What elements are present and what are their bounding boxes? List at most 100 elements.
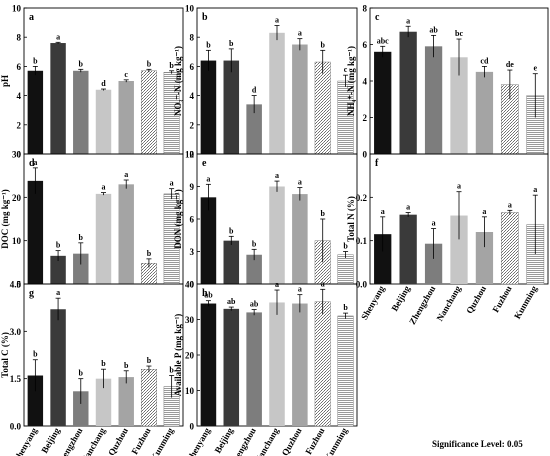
panel-f-sig-letter-6: a [533,185,537,194]
panel-h-sig-letter-1: ab [227,297,236,306]
panel-g-bar-zhengzhou [73,391,89,426]
panel-c-bar-quzhou [475,71,494,154]
panel-a-bar-shenyang [27,70,44,154]
panel-h-bar-beijing [223,308,240,426]
panel-e-ytick-label-0: 0 [190,280,195,290]
panel-f-bar-quzhou [475,232,494,284]
panel-e-sig-letter-3: a [275,171,279,180]
panel-a-bar-fuzhou [141,70,157,155]
panel-a-bar-nanchang [95,89,112,154]
panel-e-sig-letter-6: b [343,242,348,251]
panel-c-ylabel: NH₄⁺-N (mg kg⁻¹) [346,46,356,116]
panel-c-sig-letter-3: bc [455,29,463,38]
panel-c-sig-letter-1: a [406,16,410,25]
panel-h-category-label-1: Beijing [213,426,236,455]
panel-h-sig-letter-5: a [321,279,325,288]
panel-b-bar-quzhou [292,44,308,154]
panel-f-category-label-2: Zhengzhou [407,284,437,326]
panel-h-sig-letter-2: ab [250,300,259,309]
panel-h-ytick-label-2: 20 [185,351,195,361]
panel-a-sig-letter-1: a [56,32,60,41]
panel-f-category-label-4: Quzhou [464,284,488,315]
panel-h-ylabel: Available P (mg kg⁻¹) [173,314,183,397]
panel-a-bar-zhengzhou [73,70,89,154]
panel-a-ytick-label-4: 8 [17,33,22,43]
panel-c-ytick-label-2: 4 [363,77,368,87]
panel-c-ytick-label-4: 8 [363,4,368,14]
panel-b-sig-letter-5: b [320,40,325,49]
panel-e-bar-nanchang [269,186,285,284]
panel-e-label: e [202,158,207,169]
panel-d-sig-letter-6: a [170,179,174,188]
panel-h-ytick-label-1: 10 [185,386,195,396]
panel-f-sig-letter-5: a [508,200,512,209]
panel-h-bar-fuzhou [314,301,331,427]
panel-h-bar-quzhou [292,303,308,426]
panel-e-sig-letter-5: b [320,209,325,218]
panel-g-sig-letter-1: a [56,288,60,297]
panel-g-sig-letter-3: b [101,359,106,368]
panel-c-bar-nanchang [450,57,468,154]
panel-h-sig-letter-0: ab [204,291,213,300]
panel-h-sig-letter-4: a [298,285,302,294]
panel-b-bar-beijing [223,60,240,155]
panel-b-ylabel: NO₃⁻-N (mg kg⁻¹) [173,46,183,116]
panel-e-ytick-label-1: 3 [190,247,195,257]
panel-f-ytick-label-0: 0.0 [356,280,368,290]
panel-e-ytick-label-2: 6 [190,215,195,225]
panel-f-bar-shenyang [374,234,392,284]
panel-b-ytick-label-0: 0 [190,150,195,160]
panel-g-sig-letter-5: b [147,356,152,365]
panel-h-sig-letter-6: b [343,303,348,312]
panel-g-category-label-3: Nanchang [79,426,107,456]
panel-b-bar-nanchang [269,32,285,154]
panel-d-bar-zhengzhou [73,253,89,284]
panel-g-ylabel: Total C (%) [0,332,10,378]
panel-d-bar-shenyang [27,180,44,284]
panel-f-sig-letter-0: a [381,207,385,216]
panel-e-sig-letter-0: a [206,174,210,183]
panel-c-ytick-label-3: 6 [363,40,368,50]
panel-e-sig-letter-2: b [252,239,257,248]
panel-d-sig-letter-2: b [79,233,84,242]
panel-a-sig-letter-2: b [79,59,84,68]
panel-a-ytick-label-3: 6 [17,62,22,72]
panel-a-sig-letter-3: d [101,79,106,88]
panel-a-sig-letter-0: b [33,56,38,65]
significance-note: Significance Level: 0.05 [432,439,523,449]
panel-h-ytick-label-4: 40 [185,280,195,290]
panel-d-sig-letter-5: b [147,249,152,258]
panel-c-ytick-label-0: 0 [363,150,368,160]
panel-h-ytick-label-3: 30 [185,315,195,325]
panel-a-bar-beijing [50,43,66,154]
panel-d-ytick-label-2: 20 [12,193,22,203]
panel-h-category-label-3: Nanchang [253,426,281,456]
panel-g-category-label-1: Beijing [39,426,62,455]
panel-a-ylabel: pH [0,75,10,87]
panel-b-ytick-label-3: 6 [190,62,195,72]
panel-f-label: f [375,158,379,169]
panel-c-ytick-label-1: 2 [363,113,368,123]
panel-g-bar-fuzhou [141,369,157,427]
panel-g-sig-letter-4: b [124,361,129,370]
panel-h-category-label-4: Quzhou [280,426,304,456]
panel-b-sig-letter-3: a [275,16,279,25]
panel-g-sig-letter-6: b [169,366,174,375]
panel-c-sig-letter-6: e [534,64,538,73]
panel-g-ytick-label-0: 0.0 [10,422,22,432]
panel-d-ytick-label-0: 0 [17,280,22,290]
panel-a-bar-quzhou [118,81,134,154]
panel-b-ytick-label-5: 10 [185,4,195,14]
panel-b-ytick-label-1: 2 [190,120,195,130]
panel-e-sig-letter-1: b [229,226,234,235]
panel-c-sig-letter-4: cd [480,56,489,65]
panel-g-bar-nanchang [95,378,112,426]
panel-a-sig-letter-4: c [124,70,128,79]
panel-e-bar-beijing [223,240,240,284]
panel-b-ytick-label-2: 4 [190,91,195,101]
panel-f-ytick-label-2: 0.2 [356,193,368,203]
panel-b-sig-letter-0: b [206,40,211,49]
panel-f-sig-letter-3: a [457,182,461,191]
panel-d-sig-letter-0: a [33,158,37,167]
